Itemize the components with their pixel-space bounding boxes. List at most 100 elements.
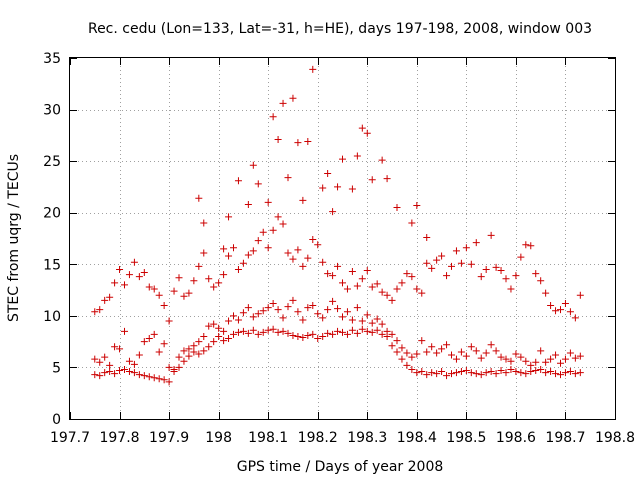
data-point (230, 244, 237, 252)
data-point (135, 273, 143, 281)
data-point (91, 355, 99, 363)
data-point (398, 279, 406, 287)
data-point (190, 348, 198, 356)
data-point (239, 259, 247, 267)
data-point (234, 265, 242, 273)
data-point (507, 285, 515, 293)
series-mid-band (91, 296, 584, 373)
x-tick-label: 198.5 (446, 430, 486, 446)
y-tick-label: 30 (43, 103, 61, 119)
data-point (383, 327, 391, 335)
data-point (502, 275, 510, 283)
data-point (368, 328, 376, 336)
data-point (517, 353, 525, 361)
data-point (472, 239, 480, 247)
data-point (215, 324, 223, 332)
data-point (547, 355, 555, 363)
data-point (314, 241, 322, 249)
data-point (269, 226, 277, 234)
data-point (200, 332, 208, 340)
data-point (358, 317, 366, 325)
data-point (170, 365, 178, 373)
data-point (413, 369, 421, 377)
data-point (239, 327, 247, 335)
data-point (165, 378, 173, 386)
data-point (512, 350, 520, 358)
data-point (155, 375, 163, 383)
data-point (457, 368, 465, 376)
data-point (264, 198, 272, 206)
data-point (289, 94, 297, 102)
data-point (527, 361, 535, 369)
data-point (403, 349, 411, 357)
data-point (378, 288, 386, 296)
data-point (279, 99, 287, 107)
data-point (507, 365, 515, 373)
data-point (210, 283, 218, 291)
data-point (353, 329, 361, 337)
x-tick-label: 198.3 (347, 430, 387, 446)
data-point (195, 262, 203, 270)
data-point (150, 285, 158, 293)
data-point (492, 263, 500, 271)
data-point (358, 325, 366, 333)
data-point (96, 372, 104, 380)
data-point (363, 311, 371, 319)
data-point (527, 242, 535, 250)
y-tick-label: 10 (43, 309, 61, 325)
data-point (234, 328, 242, 336)
data-point (547, 368, 555, 376)
data-point (185, 345, 193, 353)
data-point (502, 369, 510, 377)
data-point (542, 369, 550, 377)
data-point (512, 368, 520, 376)
data-point (428, 343, 436, 351)
data-point (472, 370, 480, 378)
data-point (576, 352, 584, 360)
data-point (279, 220, 287, 228)
data-point (388, 296, 396, 304)
data-point (294, 332, 302, 340)
data-point (244, 251, 252, 259)
data-point (274, 306, 282, 314)
y-tick-label: 25 (43, 154, 61, 170)
data-point (101, 296, 109, 304)
data-point (482, 369, 490, 377)
data-point (304, 254, 312, 262)
data-point (170, 287, 178, 295)
data-point (517, 253, 525, 261)
data-point (353, 304, 361, 312)
data-point (289, 296, 297, 304)
data-point (443, 272, 451, 280)
data-point (383, 175, 391, 183)
data-point (452, 247, 460, 255)
data-point (557, 371, 564, 379)
data-point (269, 325, 277, 333)
data-point (353, 282, 361, 290)
data-point (428, 369, 436, 377)
data-point (259, 307, 267, 315)
data-point (200, 219, 208, 227)
data-point (225, 317, 233, 325)
data-point (477, 273, 485, 281)
data-point (368, 319, 376, 327)
data-point (150, 374, 158, 382)
data-point (319, 184, 327, 192)
data-point (225, 335, 233, 343)
y-tick-labels: 0 5 10 15 20 25 30 35 (43, 51, 61, 428)
y-tick-label: 15 (43, 257, 61, 273)
data-point (542, 289, 550, 297)
data-point (160, 340, 168, 348)
x-tick-label: 198 (205, 430, 232, 446)
data-point (438, 252, 446, 260)
data-point (566, 308, 574, 316)
data-point (393, 337, 401, 345)
data-point (527, 368, 535, 376)
data-point (462, 352, 470, 360)
data-point (130, 258, 138, 266)
data-point (428, 264, 436, 272)
data-point (423, 348, 431, 356)
data-point (537, 277, 545, 285)
data-point (284, 249, 292, 257)
data-point (368, 283, 376, 291)
